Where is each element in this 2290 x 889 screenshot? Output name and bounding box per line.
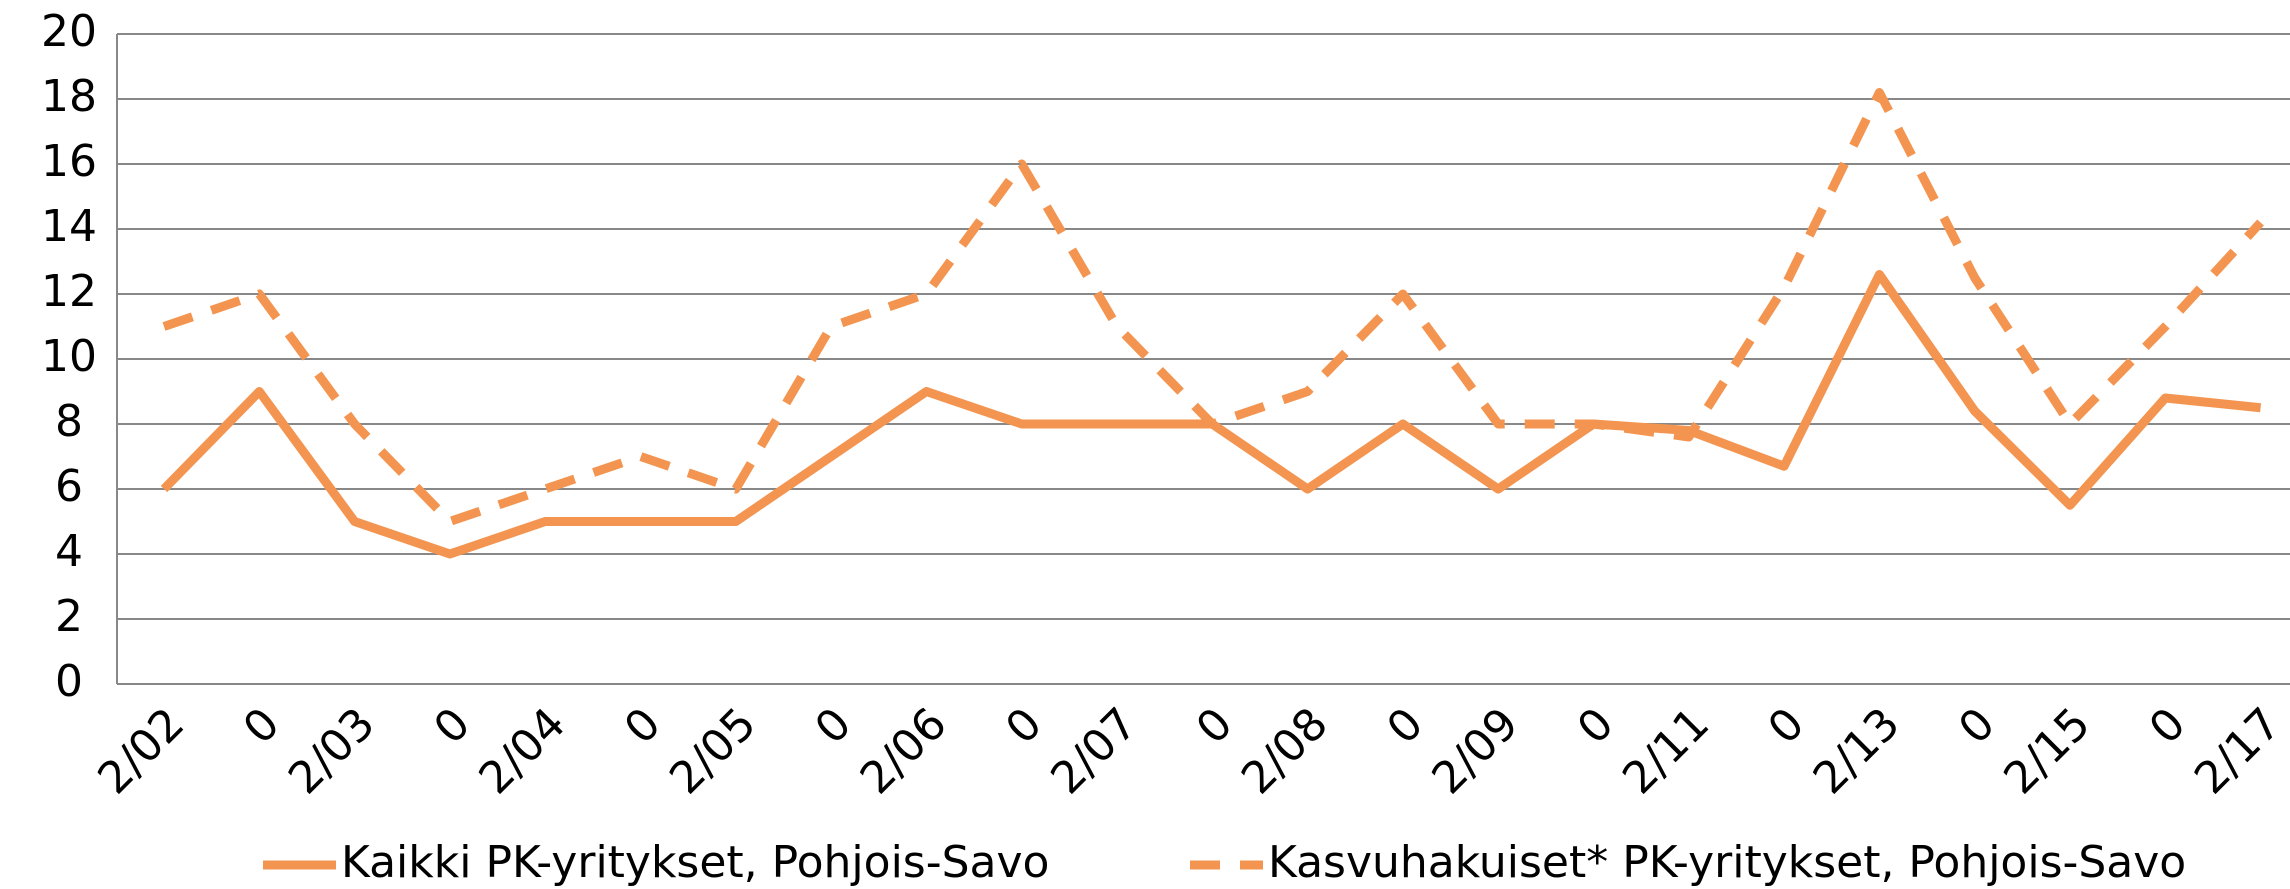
x-tick-label: 0	[234, 698, 290, 754]
x-tick-label: 0	[1568, 698, 1624, 754]
y-tick-label: 2	[55, 591, 83, 642]
x-tick-label: 0	[1187, 698, 1243, 754]
x-tick-label: 2/02	[88, 698, 194, 804]
x-tick-label: 0	[996, 698, 1052, 754]
y-tick-label: 6	[55, 461, 83, 512]
x-tick-label: 2/11	[1613, 698, 1719, 804]
y-tick-label: 18	[41, 71, 97, 122]
x-tick-label: 0	[424, 698, 480, 754]
x-tick-label: 2/17	[2185, 698, 2290, 804]
x-tick-label: 0	[806, 698, 862, 754]
x-tick-label: 0	[615, 698, 671, 754]
x-tick-label: 0	[1949, 698, 2005, 754]
y-tick-label: 4	[55, 526, 83, 577]
y-tick-label: 14	[41, 201, 97, 252]
x-tick-label: 2/06	[851, 698, 957, 804]
x-tick-label: 2/08	[1232, 698, 1338, 804]
y-tick-label: 0	[55, 656, 83, 707]
y-tick-label: 20	[41, 6, 97, 57]
x-tick-label: 2/03	[279, 698, 385, 804]
y-tick-label: 16	[41, 136, 97, 187]
y-tick-label: 8	[55, 396, 83, 447]
x-tick-label: 0	[1759, 698, 1815, 754]
series-line	[162, 88, 2264, 526]
x-tick-label: 2/13	[1804, 698, 1910, 804]
y-tick-label: 12	[41, 266, 97, 317]
x-tick-label: 2/05	[660, 698, 766, 804]
x-tick-label: 0	[1377, 698, 1433, 754]
x-tick-label: 2/07	[1041, 698, 1147, 804]
x-tick-label: 0	[2140, 698, 2196, 754]
x-tick-label: 2/09	[1423, 698, 1529, 804]
x-tick-label: 2/04	[470, 698, 576, 804]
x-tick-label: 2/15	[1994, 698, 2100, 804]
legend-label: Kasvuhakuiset* PK-yritykset, Pohjois-Sav…	[1268, 837, 2186, 888]
legend-label: Kaikki PK-yritykset, Pohjois-Savo	[341, 837, 1049, 888]
y-tick-label: 10	[41, 331, 97, 382]
